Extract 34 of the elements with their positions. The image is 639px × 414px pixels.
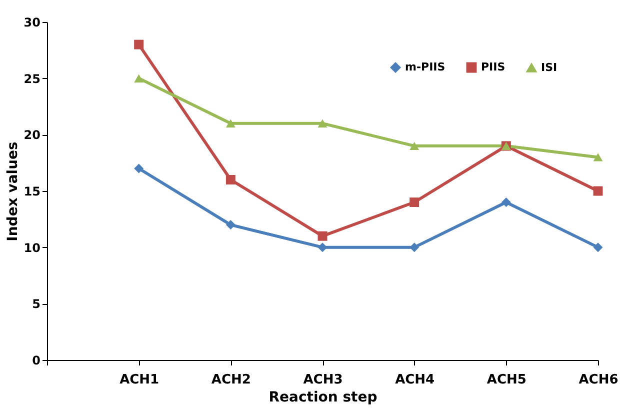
y-tick-label: 15 <box>24 184 40 198</box>
x-tick-label: ACH2 <box>211 372 251 388</box>
y-tick-label: 0 <box>32 354 40 368</box>
point <box>318 242 328 252</box>
point <box>134 74 144 82</box>
x-tick-label: ACH5 <box>486 372 526 388</box>
point <box>226 174 236 184</box>
legend-label: PIIS <box>481 60 506 74</box>
x-tick-label: ACH4 <box>395 372 435 388</box>
point <box>318 231 328 241</box>
x-axis-title: Reaction step <box>268 390 378 406</box>
x-tick-label: ACH1 <box>120 372 160 388</box>
point <box>410 242 420 252</box>
x-tick-label: ACH6 <box>578 372 618 388</box>
legend-label: ISI <box>541 60 558 74</box>
point <box>318 119 328 128</box>
point <box>593 153 603 162</box>
point <box>593 186 603 196</box>
point <box>226 220 236 230</box>
point <box>410 142 420 150</box>
point <box>410 198 420 208</box>
point <box>226 119 236 128</box>
point <box>593 242 603 252</box>
point <box>501 198 511 208</box>
y-axis-title: Index values <box>4 142 21 242</box>
y-tick-label: 25 <box>24 72 40 86</box>
y-tick-label: 20 <box>24 128 40 142</box>
legend-label: m-PIIS <box>405 60 446 74</box>
y-tick-label: 30 <box>24 16 40 30</box>
point <box>134 164 144 174</box>
point <box>134 40 144 50</box>
x-tick-label: ACH3 <box>303 372 343 388</box>
y-tick-label: 10 <box>24 240 40 255</box>
y-tick-label: 5 <box>32 297 40 312</box>
